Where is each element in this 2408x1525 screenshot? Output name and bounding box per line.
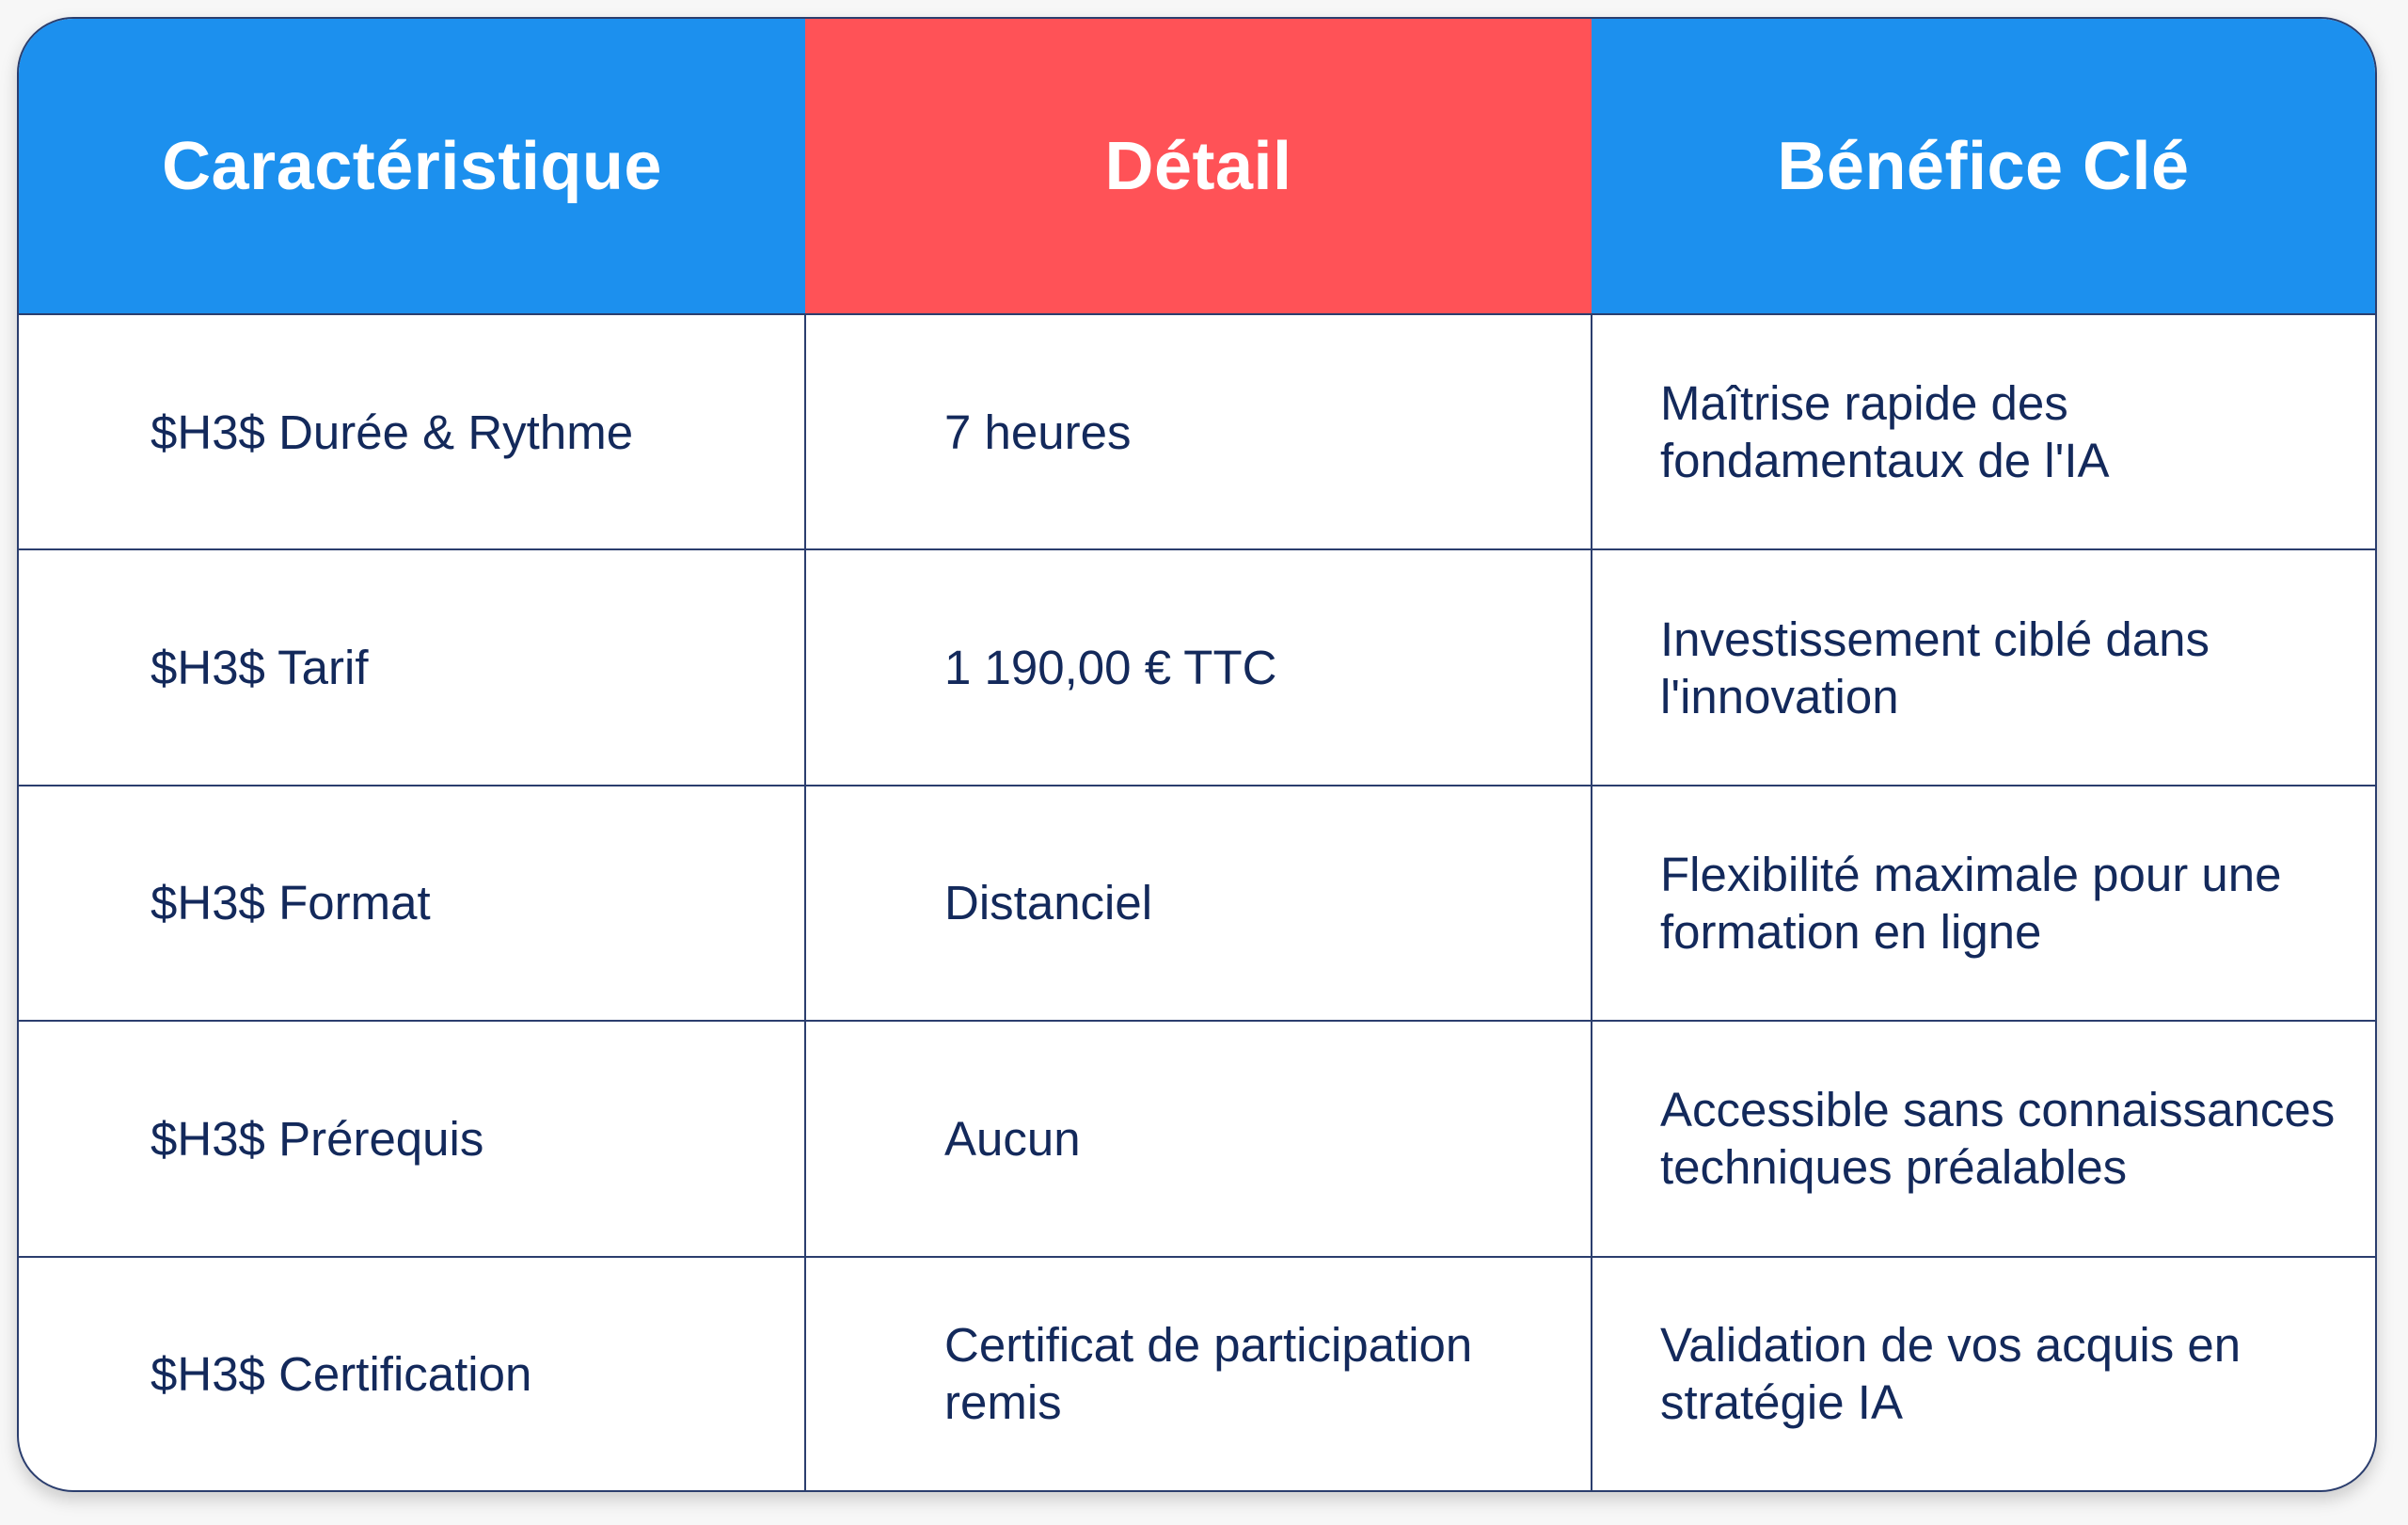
cell-detail: 1 190,00 € TTC	[804, 548, 1592, 786]
comparison-table-card: Caractéristique Détail Bénéfice Clé $H3$…	[17, 17, 2377, 1492]
table-row: $H3$ Format Distanciel Flexibilité maxim…	[19, 784, 2375, 1023]
table-row: $H3$ Durée & Rythme 7 heures Maîtrise ra…	[19, 312, 2375, 551]
table-row: $H3$ Tarif 1 190,00 € TTC Investissement…	[19, 548, 2375, 786]
header-benefice-cle: Bénéfice Clé	[1592, 19, 2375, 314]
table-row: $H3$ Prérequis Aucun Accessible sans con…	[19, 1020, 2375, 1258]
header-detail: Détail	[805, 19, 1592, 314]
table-row: $H3$ Certification Certificat de partici…	[19, 1255, 2375, 1490]
cell-detail: Certificat de participation remis	[804, 1255, 1592, 1490]
cell-benefit: Maîtrise rapide des fondamentaux de l'IA	[1591, 312, 2375, 551]
cell-detail: 7 heures	[804, 312, 1592, 551]
cell-detail: Aucun	[804, 1020, 1592, 1258]
feature-table: Caractéristique Détail Bénéfice Clé $H3$…	[19, 19, 2375, 1490]
cell-benefit: Validation de vos acquis en stratégie IA	[1591, 1255, 2375, 1490]
cell-feature: $H3$ Durée & Rythme	[19, 312, 806, 551]
table-header-row: Caractéristique Détail Bénéfice Clé	[19, 19, 2375, 314]
cell-feature: $H3$ Certification	[19, 1255, 806, 1490]
cell-benefit: Flexibilité maximale pour une formation …	[1591, 784, 2375, 1023]
cell-benefit: Accessible sans connaissances techniques…	[1591, 1020, 2375, 1258]
cell-feature: $H3$ Format	[19, 784, 806, 1023]
cell-detail: Distanciel	[804, 784, 1592, 1023]
cell-benefit: Investissement ciblé dans l'innovation	[1591, 548, 2375, 786]
cell-feature: $H3$ Prérequis	[19, 1020, 806, 1258]
header-caracteristique: Caractéristique	[19, 19, 805, 314]
cell-feature: $H3$ Tarif	[19, 548, 806, 786]
